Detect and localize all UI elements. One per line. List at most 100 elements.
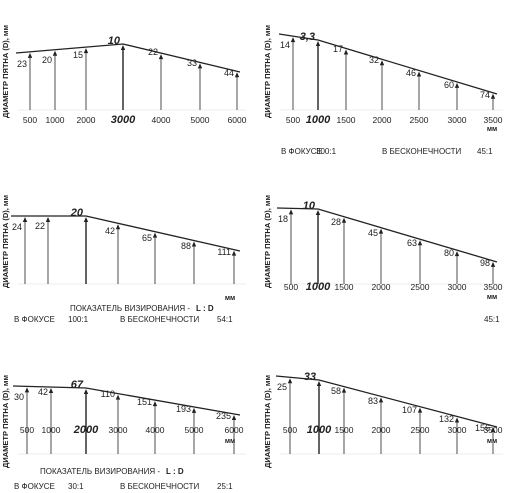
spot-value: 60 (444, 80, 454, 90)
spot-value: 15 (73, 50, 83, 60)
spot-value: 132 (439, 414, 454, 424)
footer-text: В БЕСКОНЕЧНОСТИ (382, 147, 462, 156)
distance-label: 1500 (335, 282, 354, 292)
distance-label: 500 (284, 282, 298, 292)
spot-value: 45 (368, 228, 378, 238)
arrow-head (416, 71, 422, 77)
arrow-head (343, 49, 349, 55)
panel-p3: ДИАМЕТР ПЯТНА (D), мм 24 22 20 42 65 88 111 мм ПО… (1, 195, 246, 324)
distance-label: 1000 (307, 424, 332, 436)
distance-label: 500 (283, 425, 297, 435)
distance-label: 2500 (411, 282, 430, 292)
distance-label: 6000 (225, 425, 244, 435)
distance-label: 2500 (410, 115, 429, 125)
spot-value: 46 (406, 68, 416, 78)
spot-value: 3,3 (300, 31, 315, 43)
beam-profile-line (275, 375, 498, 428)
distance-label: 500 (23, 115, 37, 125)
arrow-head (231, 414, 237, 420)
panel-p2: ДИАМЕТР ПЯТНА (D), мм 14 3,3 17 32 46 60 74 500 1… (263, 25, 503, 156)
spot-value: 65 (142, 233, 152, 243)
spot-value: 17 (333, 44, 343, 54)
arrow-head (115, 224, 121, 230)
arrow-head (341, 387, 347, 393)
spot-value: 42 (38, 387, 48, 397)
arrow-head (234, 72, 240, 78)
spot-value: 110 (101, 389, 115, 399)
y-axis-label: ДИАМЕТР ПЯТНА (D), мм (1, 375, 10, 468)
arrow-head (290, 37, 296, 43)
unit-label: мм (487, 438, 497, 445)
distance-label: 1000 (42, 425, 61, 435)
panel-p6: ДИАМЕТР ПЯТНА (D), мм 25 33 58 83 107 132 156 50… (263, 371, 503, 468)
arrow-head (24, 387, 30, 393)
beam-profile-line (278, 33, 498, 95)
distance-label: 3500 (484, 282, 503, 292)
arrow-head (341, 217, 347, 223)
y-axis-label: ДИАМЕТР ПЯТНА (D), мм (263, 195, 272, 288)
footer-text: 300:1 (316, 147, 337, 156)
arrow-head (152, 232, 158, 238)
y-axis-label: ДИАМЕТР ПЯТНА (D), мм (1, 25, 10, 118)
spot-value: 98 (480, 258, 490, 268)
arrow-head (490, 93, 496, 99)
arrow-head (490, 426, 496, 432)
footer-text: В ФОКУСЕ (14, 482, 55, 491)
arrow-head (378, 228, 384, 234)
spot-value: 22 (35, 221, 45, 231)
arrow-head (83, 389, 89, 394)
distance-label: 3000 (448, 425, 467, 435)
spot-value: 33 (187, 58, 197, 68)
footer-text: 25:1 (217, 482, 233, 491)
distance-label: 500 (20, 425, 34, 435)
spot-value: 14 (280, 40, 290, 50)
arrow-head (83, 217, 89, 222)
y-axis-label: ДИАМЕТР ПЯТНА (D), мм (263, 25, 272, 118)
distance-label: 500 (286, 115, 300, 125)
spot-value: 10 (303, 200, 316, 212)
spot-value: 63 (407, 238, 417, 248)
distance-label: 1000 (46, 115, 65, 125)
arrow-head (454, 82, 460, 88)
spot-value: 24 (12, 222, 22, 232)
arrow-head (120, 45, 126, 50)
footer-text: В БЕСКОНЕЧНОСТИ (120, 315, 200, 324)
spot-value: 80 (444, 248, 454, 258)
unit-label: мм (487, 126, 497, 133)
arrow-head (191, 407, 197, 413)
distance-label: 3500 (484, 425, 503, 435)
footer-text: В ФОКУСЕ (281, 147, 322, 156)
arrow-head (315, 210, 321, 215)
footer-text: В ФОКУСЕ (14, 315, 55, 324)
footer-text: ПОКАЗАТЕЛЬ ВИЗИРОВАНИЯ - (70, 304, 190, 313)
spot-value: 67 (71, 379, 84, 391)
arrow-head (231, 250, 237, 256)
distance-label: 5000 (191, 115, 210, 125)
spot-value: 28 (331, 217, 341, 227)
arrow-head (27, 52, 33, 58)
distance-label: 1500 (337, 115, 356, 125)
spot-value: 32 (369, 55, 379, 65)
spot-value: 10 (108, 35, 121, 47)
spot-value: 44 (224, 68, 234, 78)
spot-value: 20 (42, 55, 52, 65)
footer-text: В БЕСКОНЕЧНОСТИ (120, 482, 200, 491)
distance-label: 4000 (152, 115, 171, 125)
footer-text: L : D (166, 467, 184, 476)
unit-label: мм (225, 438, 235, 445)
arrow-head (158, 54, 164, 60)
footer-text: 54:1 (217, 315, 233, 324)
arrow-head (45, 217, 51, 222)
arrow-head (83, 48, 89, 54)
arrow-head (454, 251, 460, 257)
distance-label: 1000 (306, 281, 331, 293)
footer-text: 45:1 (477, 147, 493, 156)
beam-profile-line (11, 215, 241, 252)
spot-value: 22 (148, 47, 158, 57)
distance-label: 6000 (228, 115, 247, 125)
spot-value: 111 (217, 247, 231, 257)
distance-label: 2000 (73, 424, 99, 436)
spot-value: 83 (368, 396, 378, 406)
y-axis-label: ДИАМЕТР ПЯТНА (D), мм (263, 375, 272, 468)
